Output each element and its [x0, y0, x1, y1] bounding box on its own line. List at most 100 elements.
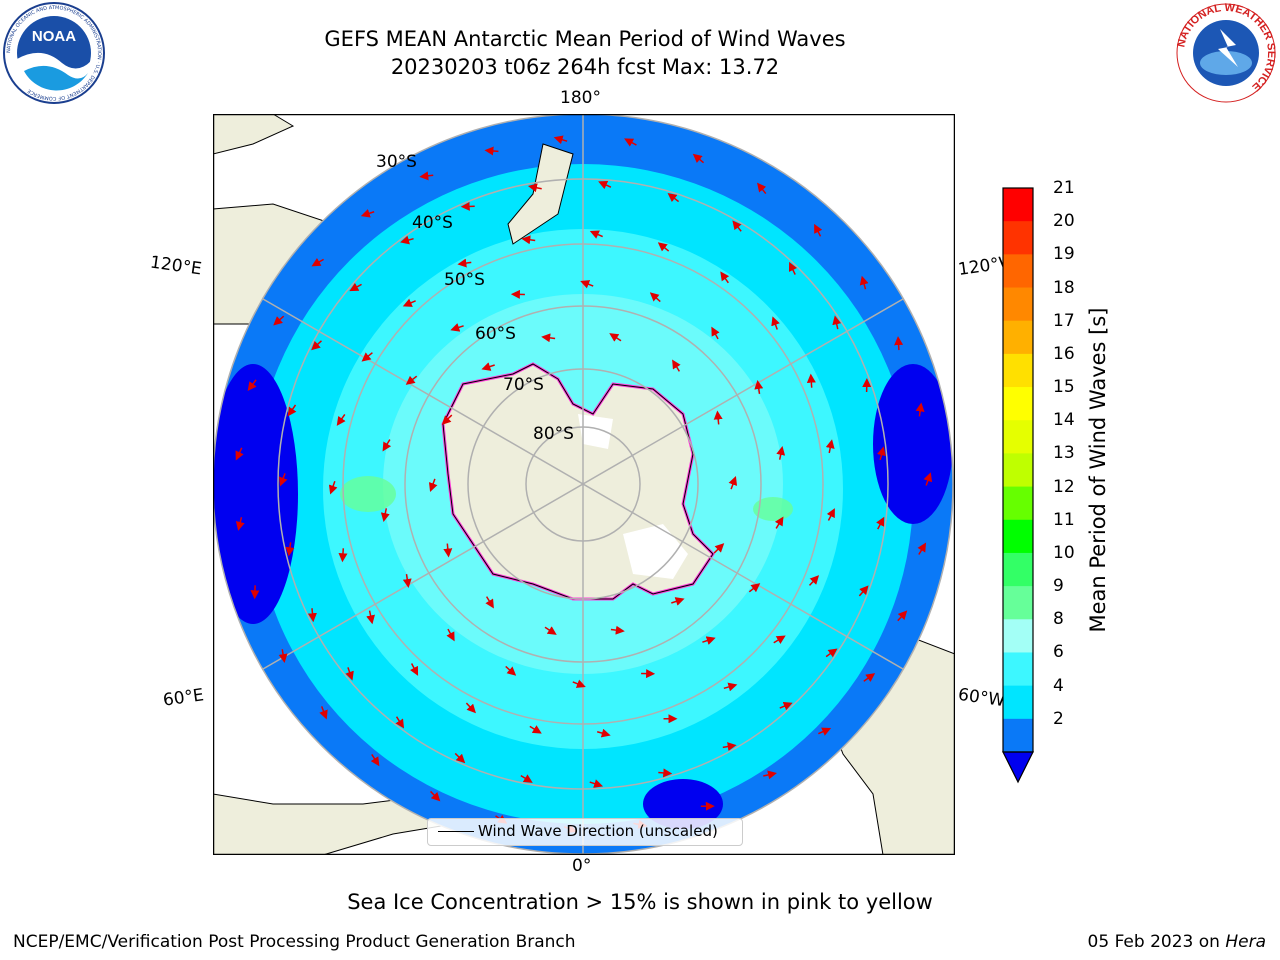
- lon-label-120e: 120°E: [148, 252, 203, 280]
- colorbar-tick-label: 18: [1053, 277, 1075, 298]
- wind-wave-arrow: [541, 333, 556, 343]
- wind-wave-arrow: [610, 625, 625, 635]
- wind-wave-arrow: [859, 275, 869, 290]
- wind-wave-arrow: [774, 516, 784, 529]
- wind-wave-arrow: [273, 315, 285, 326]
- wind-wave-arrow: [572, 679, 586, 688]
- wind-wave-arrow: [771, 316, 780, 330]
- legend-label: Wind Wave Direction (unscaled): [478, 822, 718, 840]
- colorbar-cell: [1003, 320, 1033, 355]
- wind-wave-arrow: [763, 770, 777, 780]
- wind-wave-arrow: [589, 779, 604, 788]
- wind-wave-arrow: [443, 543, 453, 558]
- wind-wave-arrow: [481, 362, 495, 371]
- wind-wave-arrow: [779, 701, 793, 711]
- colorbar-extend-triangle: [1002, 751, 1034, 784]
- wind-wave-arrow: [235, 447, 244, 461]
- nws-logo-icon: NATIONAL WEATHER SERVICE: [1175, 2, 1277, 103]
- wind-wave-arrow: [915, 402, 925, 417]
- chart-subtitle: 20230203 t06z 264h fcst Max: 13.72: [390, 55, 780, 79]
- wind-wave-arrow: [723, 682, 738, 692]
- lat-label-40s: 40°S: [412, 213, 453, 233]
- wind-wave-arrow: [405, 375, 418, 385]
- colorbar-tick-label: 15: [1053, 377, 1075, 398]
- colorbar-tick-label: 6: [1053, 642, 1064, 663]
- wind-wave-arrow: [649, 292, 661, 303]
- wind-wave-arrow: [858, 585, 869, 597]
- wind-wave-arrow: [702, 636, 716, 645]
- colorbar-tick-label: 4: [1053, 675, 1064, 696]
- wind-wave-arrow: [825, 648, 838, 658]
- wind-wave-arrow: [409, 663, 419, 676]
- wind-wave-arrow: [485, 596, 494, 609]
- colorbar-cell: [1003, 718, 1033, 753]
- wind-wave-arrow: [553, 135, 568, 145]
- wind-wave-arrow: [897, 610, 908, 622]
- wind-wave-arrow: [722, 742, 737, 752]
- wind-wave-arrow: [319, 706, 328, 720]
- colorbar-cell: [1003, 552, 1033, 587]
- noaa-logo-text: NOAA: [32, 28, 76, 45]
- colorbar-cell: [1003, 221, 1033, 255]
- colorbar-cell: [1003, 254, 1033, 289]
- colorbar-tick-label: 17: [1053, 310, 1075, 331]
- colorbar-cell: [1003, 652, 1033, 687]
- wind-wave-arrow: [624, 138, 637, 147]
- wind-wave-arrow: [285, 542, 295, 557]
- colorbar-tick-label: 14: [1053, 410, 1075, 431]
- wind-wave-arrow: [825, 439, 835, 454]
- wind-wave-arrow: [589, 230, 603, 239]
- colorbar-tick-label: 9: [1053, 576, 1064, 597]
- wind-wave-arrow: [596, 728, 611, 738]
- colorbar-tick-label: 13: [1053, 443, 1075, 464]
- wind-wave-arrow: [713, 543, 725, 554]
- colorbar-cell: [1003, 387, 1033, 421]
- wind-wave-arrow: [279, 473, 288, 487]
- wind-wave-arrow: [672, 359, 681, 372]
- lat-label-50s: 50°S: [444, 270, 485, 290]
- lon-label-180: 180°: [560, 88, 601, 108]
- wind-wave-arrow: [732, 220, 742, 232]
- wind-wave-arrow: [441, 414, 453, 425]
- wind-wave-arrow: [419, 171, 434, 181]
- colorbar-tick-label: 8: [1053, 609, 1064, 630]
- footer-date: 05 Feb 2023 on Hera: [1087, 932, 1266, 952]
- polar-map: [213, 114, 955, 855]
- wind-wave-arrow: [757, 182, 767, 195]
- wind-wave-arrow: [667, 193, 680, 203]
- wind-wave-arrow: [894, 336, 904, 351]
- wind-wave-arrow: [428, 478, 438, 492]
- wind-wave-arrow: [826, 508, 835, 521]
- colorbar-cell: [1003, 586, 1033, 620]
- colorbar-label: Mean Period of Wind Waves [s]: [1086, 307, 1110, 633]
- wind-wave-arrow: [336, 413, 346, 426]
- wind-wave-arrow: [380, 508, 390, 523]
- wind-wave-arrow: [382, 439, 392, 452]
- wind-wave-arrow: [754, 380, 764, 394]
- colorbar-cell: [1003, 619, 1033, 653]
- wind-wave-arrow: [917, 542, 927, 555]
- wind-wave-arrow: [876, 516, 885, 530]
- wind-wave-arrow: [465, 702, 476, 714]
- colorbar-cell: [1003, 287, 1033, 322]
- wind-wave-arrow: [692, 153, 705, 164]
- wind-wave-arrow: [457, 258, 472, 268]
- colorbar-tick-label: 10: [1053, 542, 1075, 563]
- wind-wave-arrow: [402, 298, 416, 307]
- colorbar-tick-label: 20: [1053, 211, 1075, 232]
- colorbar-tick-label: 11: [1053, 509, 1075, 530]
- wind-wave-arrow: [788, 261, 798, 275]
- wind-wave-arrow: [402, 574, 412, 588]
- lon-label-0: 0°: [572, 856, 592, 876]
- wind-wave-arrow: [657, 242, 670, 252]
- lon-label-60e: 60°E: [161, 685, 206, 711]
- colorbar-tick-label: 16: [1053, 343, 1075, 364]
- footer-credit: NCEP/EMC/Verification Post Processing Pr…: [13, 932, 576, 952]
- wind-wave-arrow: [671, 597, 685, 606]
- wind-wave-arrow: [527, 183, 542, 193]
- wind-wave-arrow: [345, 667, 354, 681]
- wind-wave-arrow: [818, 727, 832, 736]
- wind-wave-arrow: [806, 373, 816, 388]
- wind-wave-arrow: [728, 476, 738, 490]
- lat-label-30s: 30°S: [376, 152, 417, 172]
